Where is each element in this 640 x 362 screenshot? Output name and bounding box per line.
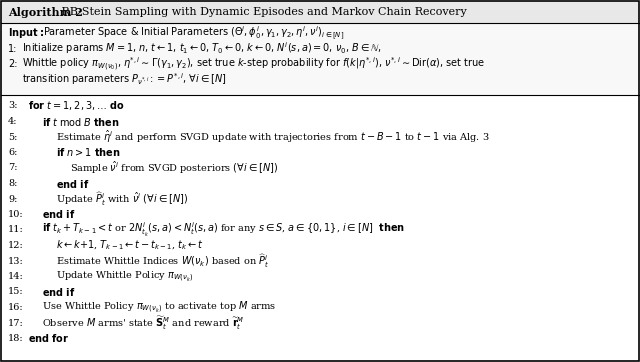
Text: 13:: 13:	[8, 257, 24, 265]
Text: transition parameters $P_{\nu^{*,i}}:=P^{*,i}$, $\forall i\in[N]$: transition parameters $P_{\nu^{*,i}}:=P^…	[22, 72, 227, 87]
Text: 10:: 10:	[8, 210, 24, 219]
Text: Update Whittle Policy $\pi_{W(\nu_k)}$: Update Whittle Policy $\pi_{W(\nu_k)}$	[56, 269, 193, 284]
Text: $\mathbf{for}$ $t=1,2,3,\ldots$ $\mathbf{do}$: $\mathbf{for}$ $t=1,2,3,\ldots$ $\mathbf…	[28, 100, 124, 113]
Text: Update $\widehat{P}^i_t$ with $\hat{\nu}^i$ $(\forall i\in[N])$: Update $\widehat{P}^i_t$ with $\hat{\nu}…	[56, 190, 188, 208]
Text: Parameter Space & Initial Parameters $(\Theta^i, \phi^i_0, \gamma_1, \gamma_2, \: Parameter Space & Initial Parameters $(\…	[43, 24, 344, 42]
Bar	[1, 1, 639, 23]
Text: 5:: 5:	[8, 132, 17, 142]
Text: 3:: 3:	[8, 101, 17, 110]
Text: 18:: 18:	[8, 334, 24, 343]
Text: Whittle policy $\pi_{W(\nu_0)}$, $\eta^{*,i}\sim\Gamma(\gamma_1,\gamma_2)$, set : Whittle policy $\pi_{W(\nu_0)}$, $\eta^{…	[22, 55, 485, 73]
Bar	[1, 23, 639, 95]
Text: 4:: 4:	[8, 117, 17, 126]
Text: $\mathbf{Input:}$: $\mathbf{Input:}$	[8, 26, 44, 40]
Text: $\mathbf{end\ for}$: $\mathbf{end\ for}$	[28, 333, 70, 345]
Text: RB-Stein Sampling with Dynamic Episodes and Markov Chain Recovery: RB-Stein Sampling with Dynamic Episodes …	[58, 7, 467, 17]
Text: 7:: 7:	[8, 164, 17, 173]
Text: 12:: 12:	[8, 241, 24, 250]
Text: 11:: 11:	[8, 226, 24, 235]
Text: 8:: 8:	[8, 179, 17, 188]
Text: $k\leftarrow k{+}1$, $T_{k-1}\leftarrow t-t_{k-1}$, $t_k\leftarrow t$: $k\leftarrow k{+}1$, $T_{k-1}\leftarrow …	[56, 239, 204, 252]
Text: 2:: 2:	[8, 59, 17, 69]
Text: 6:: 6:	[8, 148, 17, 157]
Text: 9:: 9:	[8, 194, 17, 203]
Text: $\mathbf{if}$ $n>1$ $\mathbf{then}$: $\mathbf{if}$ $n>1$ $\mathbf{then}$	[56, 147, 120, 159]
Text: $\mathbf{end\ if}$: $\mathbf{end\ if}$	[56, 177, 90, 189]
Text: Estimate Whittle Indices $W(\nu_k)$ based on $\widehat{P}^i_t$: Estimate Whittle Indices $W(\nu_k)$ base…	[56, 252, 269, 270]
Text: Observe $M$ arms' state $\widetilde{\mathbf{S}}^M_t$ and reward $\widetilde{\mat: Observe $M$ arms' state $\widetilde{\mat…	[42, 314, 244, 332]
Text: Algorithm 2: Algorithm 2	[8, 7, 83, 17]
Text: $\mathbf{end\ if}$: $\mathbf{end\ if}$	[42, 209, 76, 220]
Text: 1:: 1:	[8, 43, 17, 54]
Text: Sample $\hat{\nu}^i$ from SVGD posteriors $(\forall i\in[N])$: Sample $\hat{\nu}^i$ from SVGD posterior…	[70, 160, 278, 176]
Text: Estimate $\hat{\eta}^i$ and perform SVGD update with trajectories from $t-B-1$ t: Estimate $\hat{\eta}^i$ and perform SVGD…	[56, 129, 490, 145]
Text: $\mathbf{end\ if}$: $\mathbf{end\ if}$	[42, 286, 76, 298]
Text: 17:: 17:	[8, 319, 24, 328]
Text: Initialize params $M=1$, $n$, $t\leftarrow 1$, $t_1\leftarrow 0$, $T_0\leftarrow: Initialize params $M=1$, $n$, $t\leftarr…	[22, 41, 381, 56]
Text: $\mathbf{if}$ $t\;\mathrm{mod}\;B$ $\mathbf{then}$: $\mathbf{if}$ $t\;\mathrm{mod}\;B$ $\mat…	[42, 115, 120, 127]
Text: 16:: 16:	[8, 303, 24, 312]
Text: 15:: 15:	[8, 287, 24, 296]
Text: $\mathbf{if}$ $t_k+T_{k-1}<t$ or $2N^i_{t_k}(s,a)<N^i_t(s,a)$ for any $s\in S$, : $\mathbf{if}$ $t_k+T_{k-1}<t$ or $2N^i_{…	[42, 221, 405, 239]
Text: 14:: 14:	[8, 272, 24, 281]
Text: Use Whittle Policy $\pi_{W(\nu_k)}$ to activate top $M$ arms: Use Whittle Policy $\pi_{W(\nu_k)}$ to a…	[42, 300, 276, 315]
